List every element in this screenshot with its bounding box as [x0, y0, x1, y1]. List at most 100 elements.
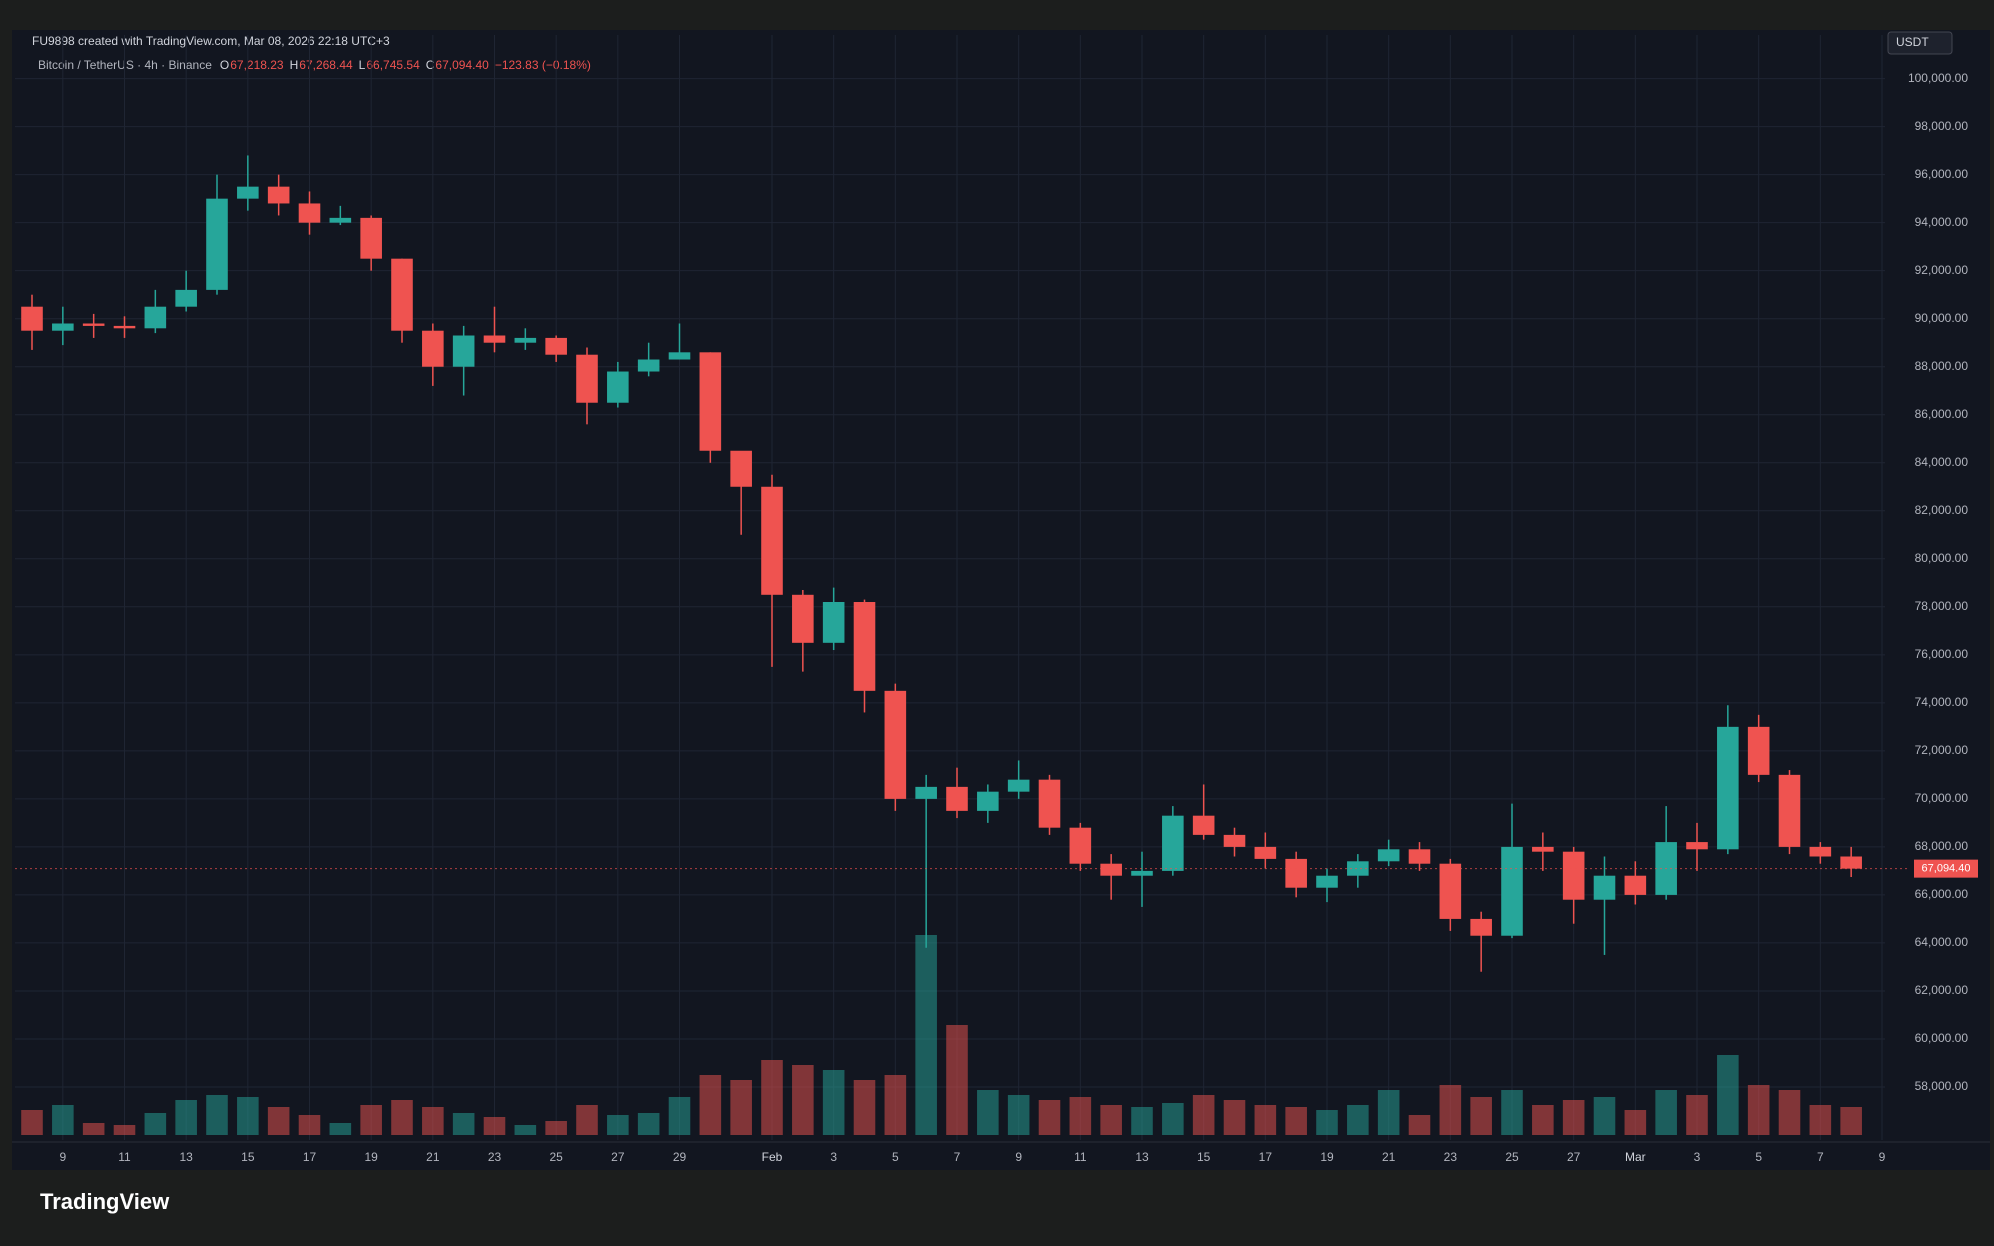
candle-body — [915, 786, 937, 799]
ohlc-key: O — [220, 58, 229, 72]
volume-bar — [1778, 1090, 1801, 1135]
ohlc-value: 67,268.44 — [299, 58, 353, 72]
volume-bar — [237, 1097, 259, 1135]
x-tick-label: Feb — [762, 1150, 783, 1164]
candle-body — [267, 186, 290, 204]
symbol: Bitcoin / TetherUS · 4h · Binance — [38, 58, 212, 72]
volume-bar — [1717, 1055, 1739, 1135]
candle-body — [1007, 779, 1030, 792]
x-tick-label: 21 — [426, 1150, 440, 1164]
volume-bar — [144, 1113, 167, 1135]
x-tick-label: 27 — [1567, 1150, 1581, 1164]
candle-body — [1377, 849, 1400, 862]
volume-bar — [668, 1097, 691, 1135]
y-tick-label: 82,000.00 — [1915, 503, 1969, 517]
volume-bar — [1254, 1105, 1277, 1135]
y-tick-label: 70,000.00 — [1915, 791, 1969, 805]
x-tick-label: 3 — [1694, 1150, 1701, 1164]
volume-bar — [483, 1117, 506, 1135]
volume-bar — [82, 1123, 105, 1135]
y-tick-label: 78,000.00 — [1915, 599, 1969, 613]
volume-bar — [1131, 1107, 1153, 1135]
volume-bar — [1809, 1105, 1832, 1135]
volume-bar — [1439, 1085, 1462, 1135]
volume-bar — [206, 1095, 228, 1135]
candle-body — [82, 323, 105, 326]
volume-bar — [761, 1060, 783, 1135]
candle-body — [1624, 875, 1647, 895]
volume-bar — [1562, 1100, 1585, 1135]
currency-button[interactable] — [1887, 31, 1953, 55]
y-tick-label: 86,000.00 — [1915, 407, 1969, 421]
volume-bar — [607, 1115, 629, 1135]
volume-bar — [946, 1025, 968, 1135]
candle-body — [113, 325, 136, 329]
ohlc-value: 66,745.54 — [366, 58, 420, 72]
x-tick-label: 7 — [1817, 1150, 1824, 1164]
volume-bar — [977, 1090, 999, 1135]
candle-body — [52, 323, 74, 331]
volume-bar — [1532, 1105, 1554, 1135]
x-tick-label: 13 — [179, 1150, 193, 1164]
y-tick-label: 96,000.00 — [1915, 167, 1969, 181]
volume-bar — [1316, 1110, 1338, 1135]
y-tick-label: 58,000.00 — [1915, 1079, 1969, 1093]
volume-bar — [422, 1107, 444, 1135]
candle-body — [1285, 858, 1307, 888]
y-tick-label: 84,000.00 — [1915, 455, 1969, 469]
volume-bar — [1686, 1095, 1708, 1135]
candle-body — [1840, 856, 1862, 869]
x-tick-label: 9 — [59, 1150, 66, 1164]
volume-bar — [329, 1123, 352, 1135]
candle-body — [1223, 834, 1246, 847]
y-tick-label: 66,000.00 — [1915, 887, 1969, 901]
volume-bar — [298, 1115, 321, 1135]
candle-body — [21, 306, 43, 331]
volume-bar — [1408, 1115, 1431, 1135]
y-tick-label: 74,000.00 — [1915, 695, 1969, 709]
volume-bar — [1501, 1090, 1523, 1135]
brand: TradingView — [40, 1189, 170, 1214]
currency[interactable]: USDT — [1896, 35, 1929, 49]
volume-bar — [822, 1070, 845, 1135]
x-tick-label: 23 — [1444, 1150, 1458, 1164]
volume-bar — [884, 1075, 907, 1135]
candle-body — [730, 450, 752, 487]
candle-body — [1593, 875, 1616, 900]
volume-bar — [1377, 1090, 1400, 1135]
x-tick-label: 5 — [1755, 1150, 1762, 1164]
candle-body — [391, 258, 413, 331]
candle-body — [1501, 846, 1523, 936]
x-tick-label: 27 — [611, 1150, 625, 1164]
change: −123.83 (−0.18%) — [495, 58, 591, 72]
volume-bar — [792, 1065, 814, 1135]
candle-body — [637, 359, 660, 372]
x-tick-label: 11 — [1074, 1150, 1087, 1164]
volume-bar — [452, 1113, 475, 1135]
x-tick-label: 15 — [241, 1150, 255, 1164]
candle-body — [1069, 827, 1092, 864]
candle-body — [761, 486, 783, 595]
candle-body — [1717, 726, 1739, 850]
volume-bar — [1007, 1095, 1030, 1135]
last-price-label: 67,094.40 — [1922, 863, 1971, 875]
volume-bar — [637, 1113, 660, 1135]
volume-bar — [1192, 1095, 1215, 1135]
candle-body — [237, 186, 259, 199]
volume-bar — [699, 1075, 722, 1135]
volume-bar — [1347, 1105, 1369, 1135]
volume-bar — [360, 1105, 382, 1135]
candle-body — [422, 330, 444, 367]
x-tick-label: 25 — [1505, 1150, 1519, 1164]
candle-body — [946, 786, 968, 811]
y-tick-label: 80,000.00 — [1915, 551, 1969, 565]
x-tick-label: Mar — [1625, 1150, 1646, 1164]
volume-bar — [730, 1080, 752, 1135]
x-tick-label: 9 — [1879, 1150, 1886, 1164]
y-tick-label: 90,000.00 — [1915, 311, 1969, 325]
x-tick-label: 21 — [1382, 1150, 1396, 1164]
x-tick-label: 11 — [118, 1150, 131, 1164]
volume-bar — [1069, 1097, 1092, 1135]
